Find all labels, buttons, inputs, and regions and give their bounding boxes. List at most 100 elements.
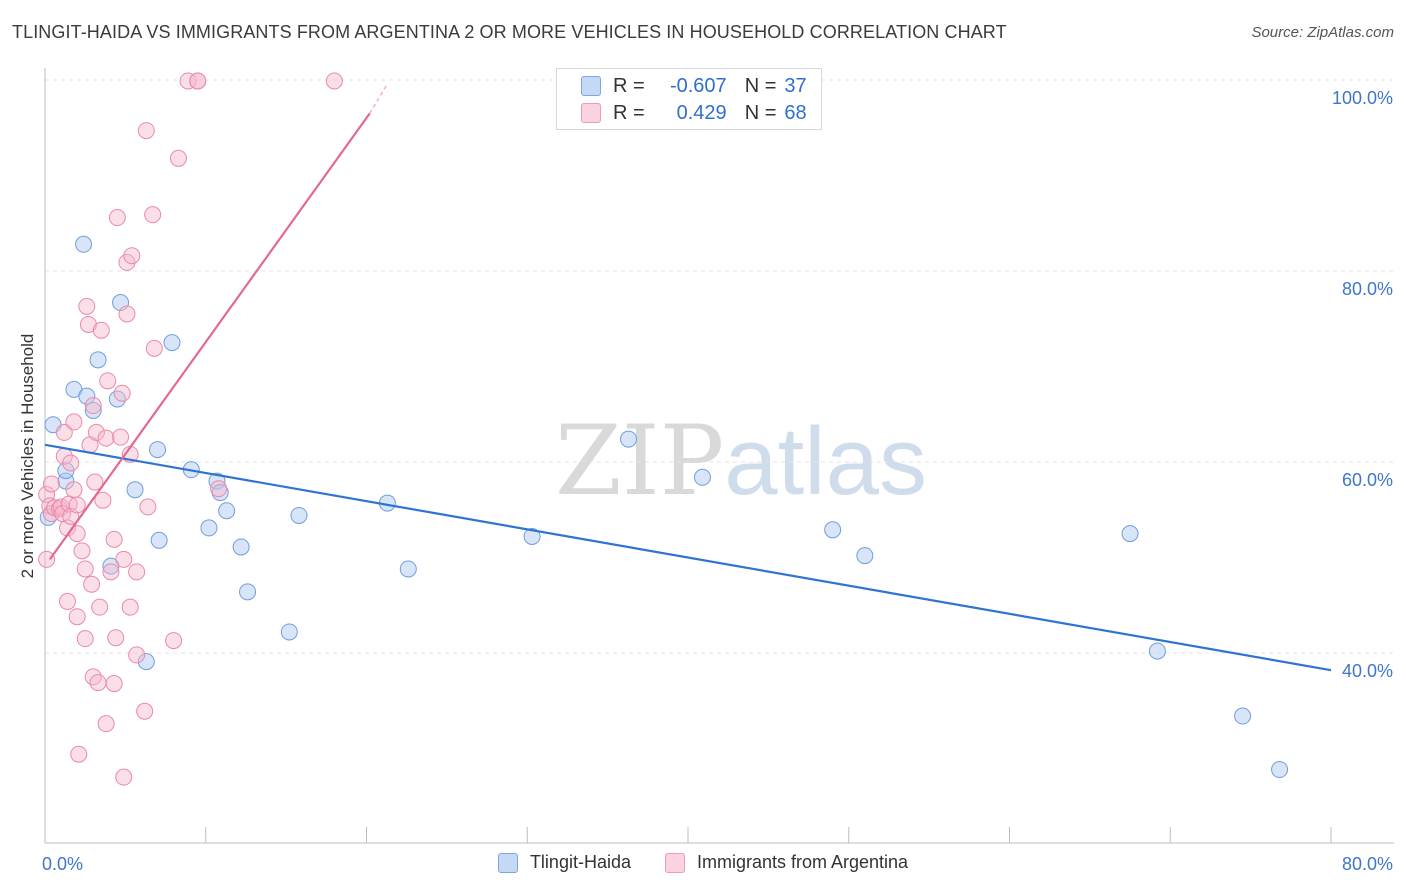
tlingit-haida-point bbox=[290, 506, 308, 524]
argentina-point bbox=[189, 72, 207, 90]
chart-title: TLINGIT-HAIDA VS IMMIGRANTS FROM ARGENTI… bbox=[12, 22, 1007, 42]
argentina-point bbox=[42, 475, 60, 493]
x-tick-label: 0.0% bbox=[42, 854, 83, 874]
argentina-point bbox=[62, 454, 80, 472]
argentina-point bbox=[118, 305, 136, 323]
tlingit-haida-point bbox=[200, 519, 218, 537]
argentina-point bbox=[165, 632, 183, 650]
y-tick-label: 40.0% bbox=[1342, 661, 1393, 681]
legend-swatch-argentina bbox=[664, 852, 685, 873]
argentina-point bbox=[112, 428, 130, 446]
argentina-point bbox=[78, 297, 96, 315]
legend-row-tlingit-haida: R = -0.607 N = 37 bbox=[557, 73, 807, 99]
source-credit: Source: ZipAtlas.com bbox=[1251, 24, 1394, 41]
tlingit-haida-point bbox=[1234, 707, 1252, 725]
argentina-point bbox=[68, 608, 86, 626]
tlingit-haida-point bbox=[149, 441, 167, 459]
argentina-point bbox=[121, 598, 139, 616]
legend-item-argentina[interactable]: Immigrants from Argentina bbox=[664, 852, 909, 873]
argentina-point bbox=[137, 122, 155, 140]
argentina-trendline-extension bbox=[369, 83, 389, 114]
argentina-point bbox=[102, 563, 120, 581]
argentina-point bbox=[38, 485, 56, 503]
watermark-zip: ZIP bbox=[555, 405, 725, 517]
argentina-point bbox=[105, 530, 123, 548]
legend-row-argentina: R = 0.429 N = 68 bbox=[557, 100, 807, 126]
n-label: N = bbox=[744, 101, 777, 124]
argentina-point bbox=[83, 575, 101, 593]
tlingit-haida-point bbox=[824, 521, 842, 539]
n-value: 68 bbox=[784, 101, 807, 124]
argentina-point bbox=[107, 629, 125, 647]
argentina-point bbox=[68, 496, 86, 514]
tlingit-haida-point bbox=[108, 390, 126, 408]
legend-swatch-tlingit-haida bbox=[581, 76, 601, 96]
tlingit-haida-point bbox=[218, 502, 236, 520]
tlingit-haida-point bbox=[399, 560, 417, 578]
legend-swatch-tlingit-haida bbox=[497, 852, 518, 873]
tlingit-haida-point bbox=[1148, 642, 1166, 660]
x-tick-label: 80.0% bbox=[1342, 854, 1393, 874]
argentina-point bbox=[65, 413, 83, 431]
argentina-point bbox=[97, 429, 115, 447]
argentina-point bbox=[128, 563, 146, 581]
n-value: 37 bbox=[784, 74, 807, 97]
argentina-point bbox=[76, 560, 94, 578]
argentina-point bbox=[179, 72, 197, 90]
r-label: R = bbox=[613, 101, 645, 124]
tlingit-haida-point bbox=[232, 538, 250, 556]
argentina-point bbox=[115, 768, 133, 786]
r-label: R = bbox=[613, 74, 645, 97]
tlingit-haida-point bbox=[150, 531, 168, 549]
argentina-point bbox=[97, 715, 115, 733]
argentina-point bbox=[94, 491, 112, 509]
tlingit-haida-trendline bbox=[44, 443, 1332, 672]
tlingit-haida-point bbox=[280, 623, 298, 641]
argentina-point bbox=[87, 423, 105, 441]
tlingit-haida-point bbox=[75, 235, 93, 253]
legend-item-tlingit-haida[interactable]: Tlingit-Haida bbox=[497, 852, 631, 873]
tlingit-haida-point bbox=[1271, 761, 1289, 779]
argentina-point bbox=[113, 384, 131, 402]
argentina-point bbox=[136, 702, 154, 720]
argentina-point bbox=[210, 480, 228, 498]
tlingit-haida-point bbox=[693, 468, 711, 486]
legend-label: Immigrants from Argentina bbox=[696, 852, 909, 872]
tlingit-haida-point bbox=[856, 547, 874, 565]
argentina-point bbox=[84, 668, 102, 686]
argentina-point bbox=[325, 72, 343, 90]
argentina-point bbox=[128, 646, 146, 664]
argentina-point bbox=[84, 397, 102, 415]
series-legend: Tlingit-Haida Immigrants from Argentina bbox=[0, 852, 1406, 873]
argentina-point bbox=[59, 592, 77, 610]
argentina-point bbox=[169, 149, 187, 167]
argentina-point bbox=[123, 247, 141, 265]
argentina-point bbox=[105, 675, 123, 693]
argentina-point bbox=[89, 674, 107, 692]
tlingit-haida-point bbox=[84, 401, 102, 419]
argentina-trendline bbox=[48, 112, 371, 561]
argentina-point bbox=[70, 745, 88, 763]
argentina-point bbox=[73, 542, 91, 560]
correlation-legend: R = -0.607 N = 37 R = 0.429 N = 68 bbox=[556, 68, 822, 130]
argentina-point bbox=[76, 630, 94, 648]
r-value: -0.607 bbox=[669, 74, 727, 97]
argentina-point bbox=[92, 321, 110, 339]
y-tick-label: 60.0% bbox=[1342, 470, 1393, 490]
tlingit-haida-point bbox=[126, 481, 144, 499]
n-label: N = bbox=[744, 74, 777, 97]
tlingit-haida-point bbox=[1121, 525, 1139, 543]
argentina-point bbox=[38, 550, 56, 568]
argentina-point bbox=[86, 473, 104, 491]
tlingit-haida-point bbox=[137, 653, 155, 671]
tlingit-haida-point bbox=[620, 430, 638, 448]
argentina-point bbox=[99, 372, 117, 390]
argentina-point bbox=[65, 481, 83, 499]
r-value: 0.429 bbox=[676, 101, 727, 124]
y-tick-label: 80.0% bbox=[1342, 279, 1393, 299]
argentina-point bbox=[139, 498, 157, 516]
tlingit-haida-point bbox=[78, 387, 96, 405]
argentina-point bbox=[144, 206, 162, 224]
argentina-point bbox=[55, 423, 73, 441]
